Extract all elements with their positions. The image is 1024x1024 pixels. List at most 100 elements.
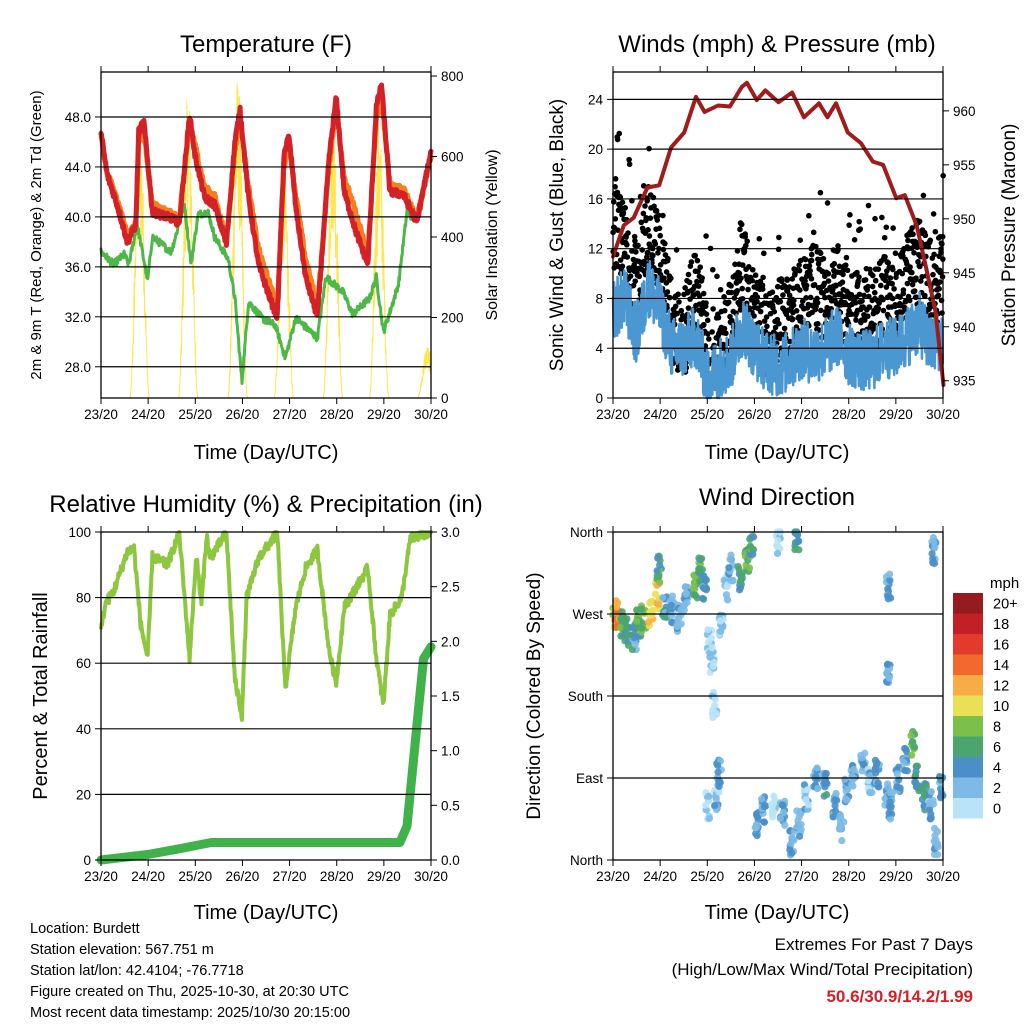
colorbar-label: 0 (993, 801, 1001, 817)
direction-point (711, 695, 719, 703)
gust-point (847, 212, 853, 218)
gust-point (859, 298, 865, 304)
colorbar-label: 20+ (993, 596, 1018, 612)
gust-point (864, 313, 871, 320)
gust-point (890, 225, 896, 231)
colorbar-label: 8 (993, 719, 1001, 735)
direction-point (633, 617, 641, 625)
gust-point (772, 324, 779, 331)
direction-point (683, 598, 691, 607)
colorbar-swatch (953, 654, 983, 675)
gust-point (657, 232, 664, 239)
temperature-series (98, 82, 434, 399)
gust-point (704, 317, 711, 324)
direction-point (729, 577, 737, 585)
direction-point (866, 788, 874, 797)
relative-humidity-line (99, 530, 433, 722)
gust-point (777, 298, 784, 305)
direction-point (884, 660, 892, 668)
gust-point (899, 270, 906, 277)
gust-point (853, 317, 859, 323)
gust-point (876, 300, 882, 306)
gust-point (717, 286, 724, 293)
gust-point (619, 263, 626, 270)
direction-point (883, 669, 891, 678)
colorbar-swatch (953, 593, 983, 614)
direction-point (628, 645, 636, 654)
y-tick-label: 0 (83, 853, 91, 868)
gust-point (808, 251, 815, 258)
gust-point (877, 282, 884, 289)
y-tick-label: East (576, 771, 603, 786)
gust-point (756, 319, 763, 326)
gust-point (744, 238, 750, 245)
direction-point (779, 801, 787, 810)
gust-point (930, 211, 937, 217)
gust-point (638, 219, 645, 226)
gust-point (699, 275, 705, 281)
gust-point (739, 262, 746, 268)
gust-point (885, 260, 892, 266)
station-pressure-line (611, 80, 946, 387)
direction-point (908, 751, 916, 759)
gust-point (848, 311, 855, 317)
location-text: Location: Burdett (30, 921, 140, 937)
direction-point (788, 833, 796, 841)
gust-point (879, 214, 885, 221)
gust-point (824, 200, 831, 206)
gust-point (759, 286, 766, 292)
gust-point (610, 199, 617, 205)
direction-point (797, 825, 805, 834)
gust-point (655, 250, 661, 256)
temperature-xlabel: Time (Day/UTC) (194, 442, 339, 464)
gust-point (700, 290, 707, 297)
gust-point (686, 279, 693, 286)
colorbar-swatch (953, 798, 983, 819)
y-right-tick-label: 0.0 (441, 853, 460, 868)
direction-point (886, 798, 894, 806)
direction-point (674, 614, 683, 622)
gust-point (632, 238, 638, 244)
direction-point (903, 767, 911, 775)
gust-point (760, 274, 766, 281)
gust-point (775, 246, 782, 253)
direction-point (616, 623, 624, 632)
y-tick-label: 36.0 (65, 260, 91, 275)
gust-point (813, 243, 819, 250)
gust-point (776, 234, 782, 241)
gust-point (666, 294, 673, 301)
gust-point (916, 218, 923, 225)
gust-point (802, 256, 809, 263)
direction-point (647, 608, 655, 616)
gust-point (909, 225, 915, 231)
gust-point (833, 283, 839, 289)
gust-point (664, 289, 671, 295)
gust-point (856, 291, 863, 298)
gust-point (732, 261, 738, 268)
gust-point (668, 275, 674, 282)
gust-point (743, 242, 749, 249)
direction-point (714, 761, 722, 769)
direction-point (770, 808, 778, 816)
direction-point (715, 788, 723, 796)
direction-point (651, 590, 660, 598)
gust-point (660, 246, 667, 253)
gust-point (672, 303, 679, 310)
y-right-tick-label: 940 (953, 320, 976, 335)
gust-point (703, 233, 709, 239)
gust-point (764, 323, 770, 330)
gust-point (889, 280, 895, 287)
direction-point (753, 832, 761, 840)
gust-point (937, 279, 943, 285)
winds-xlabel: Time (Day/UTC) (705, 442, 850, 464)
direction-point (822, 769, 830, 778)
direction-point (716, 778, 724, 787)
gust-point (645, 227, 651, 233)
direction-point (702, 801, 710, 809)
gust-point (836, 263, 843, 270)
gust-point (866, 304, 873, 310)
gust-point (843, 254, 850, 261)
latlon-text: Station lat/lon: 42.4104; -76.7718 (30, 963, 244, 979)
gust-point (673, 247, 680, 253)
y-right-tick-label: 400 (441, 230, 464, 245)
